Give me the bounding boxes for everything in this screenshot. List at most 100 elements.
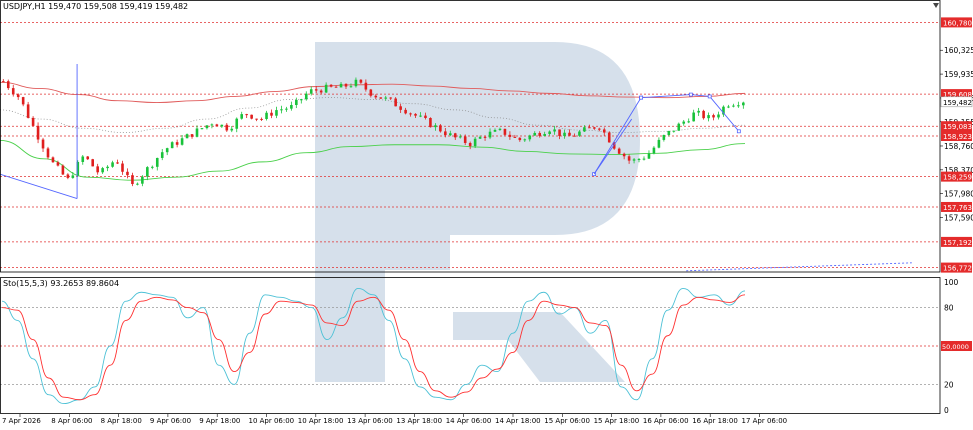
candle-body [37,126,40,140]
candle-body [494,130,497,132]
candle-body [315,89,318,90]
time-tick-label: 16 Apr 06:00 [643,417,689,425]
candle-body [300,99,303,100]
price-level-label: 158,259 [943,174,972,182]
candle-body [255,119,258,120]
candle-body [67,174,70,177]
candle-body [519,138,522,140]
candle-body [230,129,233,131]
candle-body [558,129,561,136]
candle-body [52,157,55,162]
candle-body [439,125,442,131]
candle-body [578,131,581,135]
candle-body [707,115,710,118]
watermark-logo [315,42,640,382]
candle-body [673,131,676,132]
trendline-anchor [689,93,692,96]
time-tick-label: 13 Apr 06:00 [347,417,393,425]
candle-body [186,134,189,138]
candle-body [57,162,60,165]
candle-body [742,103,745,106]
candle-body [464,136,467,142]
candle-body [226,125,229,131]
time-tick-label: 14 Apr 18:00 [495,417,541,425]
candle-body [171,142,174,148]
candle-body [573,136,576,137]
price-tick-label: 158,760 [944,142,973,151]
time-tick-label: 7 Apr 2026 [2,417,41,425]
candle-body [648,154,651,159]
candle-body [166,148,169,152]
candle-body [176,142,179,145]
candle-body [181,138,184,145]
candle-body [404,110,407,114]
stochastic-pane-frame [1,278,941,414]
candle-body [658,140,661,148]
stochastic-tick-label: 80 [944,304,954,313]
candle-body [270,113,273,116]
candle-body [429,118,432,127]
candle-body [384,98,387,99]
candle-body [360,80,363,83]
candle-body [345,84,348,87]
candle-body [469,143,472,146]
candle-body [72,175,75,177]
candle-body [414,114,417,116]
candle-body [126,172,129,175]
candle-body [350,86,353,87]
candle-body [623,154,626,157]
candle-body [628,156,631,160]
candle-body [479,137,482,139]
time-tick-label: 9 Apr 18:00 [199,417,240,425]
candle-body [86,156,89,159]
price-tick-label: 159,935 [944,70,973,79]
candle-body [509,135,512,137]
candle-body [116,162,119,163]
trendline-anchor [737,130,740,133]
stochastic-tick-label: 0 [944,406,949,415]
candle-body [260,119,263,120]
candle-body [221,125,224,127]
candle-body [285,109,288,110]
stochastic-pane [0,288,940,403]
candle-body [305,94,308,100]
trendline-lower-dotted [686,263,912,271]
candle-body [434,125,437,127]
candle-body [389,98,392,99]
candle-body [136,184,139,185]
candle-body [524,139,527,140]
candle-body [355,80,358,86]
candle-body [42,140,45,149]
time-tick-label: 14 Apr 06:00 [446,417,492,425]
candle-body [454,133,457,137]
stochastic-tick-label: 100 [944,278,959,287]
candle-body [32,118,35,126]
time-tick-label: 13 Apr 18:00 [396,417,442,425]
candle-body [101,168,104,172]
price-tick-label: 157,590 [944,214,973,223]
candle-body [245,114,248,115]
candle-body [727,107,730,108]
candle-body [275,110,278,116]
collapse-arrow-icon [933,3,939,8]
candle-body [528,136,531,140]
candle-body [474,139,477,146]
candle-body [379,97,382,98]
candle-body [538,133,541,136]
candle-body [310,89,313,93]
candle-body [489,132,492,138]
candle-body [424,116,427,118]
candle-body [553,129,556,131]
trendline-anchor [640,96,643,99]
candle-body [608,133,611,143]
candle-body [17,94,20,97]
candle-body [2,81,5,82]
stochastic-tick-label: 50,0000 [942,343,969,351]
candle-body [682,122,685,124]
candle-body [250,115,253,119]
price-level-label: 160,780 [943,19,972,27]
candle-body [335,87,338,88]
candle-body [47,148,50,157]
candle-body [409,113,412,114]
